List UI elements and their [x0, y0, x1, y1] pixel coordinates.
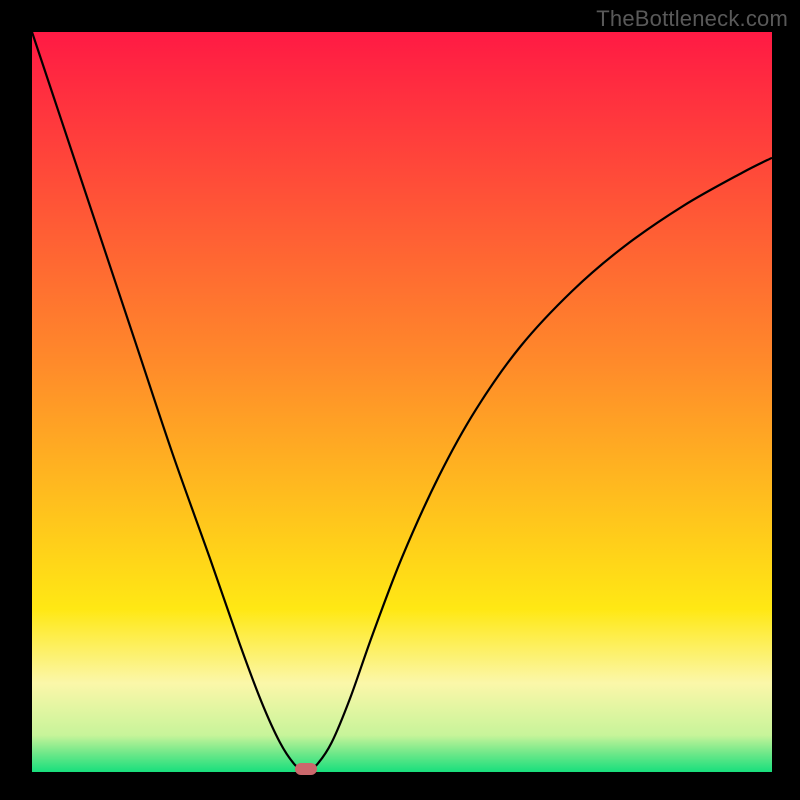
curve-path — [32, 32, 772, 772]
curve-svg — [32, 32, 772, 772]
minimum-marker — [295, 763, 317, 775]
watermark-text: TheBottleneck.com — [596, 6, 788, 32]
plot-area — [32, 32, 772, 772]
